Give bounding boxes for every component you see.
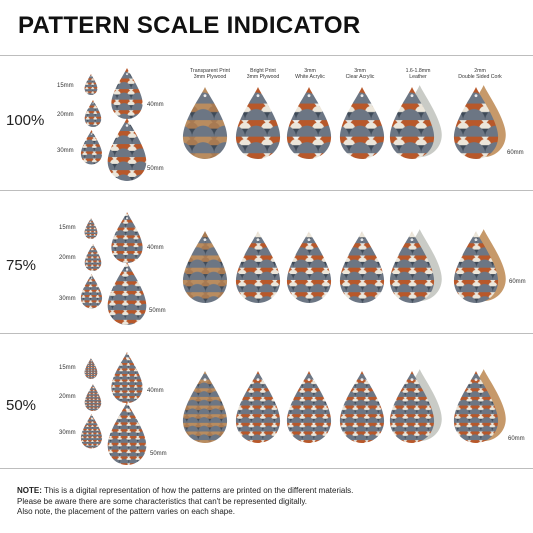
sample-teardrop-50mm xyxy=(107,262,147,325)
size-label-30mm: 30mm xyxy=(57,148,74,154)
sample-teardrop-30mm xyxy=(80,130,103,165)
size-label-60mm: 60mm xyxy=(507,150,524,156)
sample-teardrop-40mm xyxy=(111,352,143,403)
column-header-clear-acrylic: 3mm Clear Acrylic xyxy=(345,68,375,80)
sample-teardrop-20mm xyxy=(84,384,102,411)
note-line-2: Please be aware there are some character… xyxy=(17,496,307,506)
teardrop-clear-acrylic xyxy=(339,231,385,303)
size-label-20mm: 20mm xyxy=(59,255,76,261)
sample-teardrop-15mm xyxy=(84,218,98,239)
teardrop-leather xyxy=(389,369,442,443)
divider xyxy=(0,55,533,56)
sample-teardrop-20mm xyxy=(84,244,102,271)
sample-teardrop-15mm xyxy=(84,358,98,379)
column-header-leather: 1.6-1.8mm Leather xyxy=(405,68,431,80)
page-title: PATTERN SCALE INDICATOR xyxy=(18,12,361,39)
size-label-20mm: 20mm xyxy=(57,112,74,118)
teardrop-transparent-plywood xyxy=(182,371,228,443)
size-label-40mm: 40mm xyxy=(147,245,164,251)
teardrop-cork xyxy=(453,369,506,443)
column-header-cork: 2mm Double Sided Cork xyxy=(458,68,502,80)
column-header-transparent-plywood: Transparent Print 3mm Plywood xyxy=(190,68,230,80)
note-label: NOTE: xyxy=(17,486,42,495)
sample-teardrop-15mm xyxy=(84,74,98,95)
size-label-15mm: 15mm xyxy=(59,365,76,371)
size-label-30mm: 30mm xyxy=(59,296,76,302)
size-label-30mm: 30mm xyxy=(59,430,76,436)
note-line-1: This is a digital representation of how … xyxy=(41,486,354,495)
teardrop-transparent-plywood xyxy=(182,87,228,159)
teardrop-leather xyxy=(389,85,442,159)
scale-percentage: 50% xyxy=(6,397,37,414)
teardrop-white-acrylic xyxy=(286,371,332,443)
size-label-60mm: 60mm xyxy=(508,436,525,442)
sample-teardrop-20mm xyxy=(84,100,102,127)
size-label-60mm: 60mm xyxy=(509,279,526,285)
divider xyxy=(0,468,533,469)
sample-teardrop-40mm xyxy=(111,212,143,263)
divider xyxy=(0,333,533,334)
sample-teardrop-40mm xyxy=(111,68,143,119)
size-label-50mm: 50mm xyxy=(150,451,167,457)
teardrop-transparent-plywood xyxy=(182,231,228,303)
teardrop-cork xyxy=(453,229,506,303)
size-label-20mm: 20mm xyxy=(59,394,76,400)
size-label-40mm: 40mm xyxy=(147,388,164,394)
scale-percentage: 100% xyxy=(6,112,45,129)
size-label-50mm: 50mm xyxy=(147,166,164,172)
column-header-white-acrylic: 3mm White Acrylic xyxy=(295,68,325,80)
teardrop-clear-acrylic xyxy=(339,371,385,443)
teardrop-white-acrylic xyxy=(286,231,332,303)
divider xyxy=(0,190,533,191)
teardrop-white-acrylic xyxy=(286,87,332,159)
note-text: NOTE: This is a digital representation o… xyxy=(17,486,517,518)
size-label-50mm: 50mm xyxy=(149,308,166,314)
sample-teardrop-50mm xyxy=(107,118,147,181)
teardrop-cork xyxy=(453,85,506,159)
size-label-15mm: 15mm xyxy=(59,225,76,231)
size-label-15mm: 15mm xyxy=(57,83,74,89)
scale-percentage: 75% xyxy=(6,257,37,274)
teardrop-clear-acrylic xyxy=(339,87,385,159)
sample-teardrop-30mm xyxy=(80,274,103,309)
teardrop-bright-plywood xyxy=(235,371,281,443)
column-header-bright-plywood: Bright Print 3mm Plywood xyxy=(246,68,280,80)
teardrop-bright-plywood xyxy=(235,87,281,159)
sample-teardrop-50mm xyxy=(107,402,147,465)
sample-teardrop-30mm xyxy=(80,414,103,449)
size-label-40mm: 40mm xyxy=(147,102,164,108)
teardrop-bright-plywood xyxy=(235,231,281,303)
teardrop-leather xyxy=(389,229,442,303)
note-line-3: Also note, the placement of the pattern … xyxy=(17,507,235,516)
